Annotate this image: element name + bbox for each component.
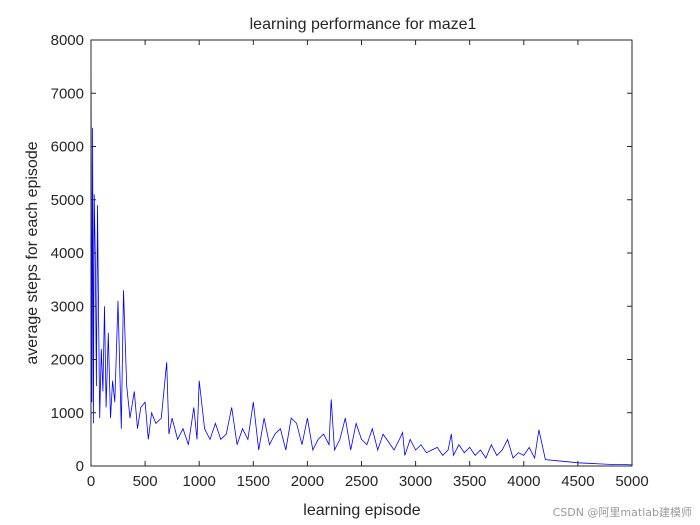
x-tick-label: 3500: [453, 473, 486, 490]
series-line-1: [90, 74, 633, 466]
y-tick-label: 3000: [51, 298, 84, 315]
y-tick-label: 6000: [51, 139, 84, 156]
x-tick-label: 3000: [399, 473, 432, 490]
x-tick-label: 2500: [345, 473, 378, 490]
series-layer: [90, 74, 633, 466]
x-tick-label: 5000: [615, 473, 648, 490]
y-tick-label: 7000: [51, 85, 84, 102]
y-tick-label: 2000: [51, 352, 84, 369]
x-axis-label: learning episode: [303, 502, 421, 519]
plot-area: [91, 40, 632, 466]
y-tick-label: 0: [76, 458, 84, 475]
x-tick-label: 0: [87, 473, 95, 490]
x-tick-label: 4500: [561, 473, 594, 490]
x-tick-label: 500: [133, 473, 158, 490]
chart-title: learning performance for maze1: [250, 16, 477, 33]
x-tick-label: 4000: [507, 473, 540, 490]
y-tick-label: 1000: [51, 405, 84, 422]
y-tick-label: 4000: [51, 245, 84, 262]
watermark-text: CSDN @阿里matlab建模师: [553, 505, 692, 519]
y-tick-label: 8000: [51, 32, 84, 49]
y-tick-label: 5000: [51, 192, 84, 209]
x-tick-label: 2000: [291, 473, 324, 490]
y-axis-label: average steps for each episode: [24, 141, 41, 364]
x-tick-label: 1500: [237, 473, 270, 490]
x-tick-label: 1000: [183, 473, 216, 490]
x-axis-ticks: 0 500 1000 1500 2000 2500 3000 3500 4000 4500 5000: [87, 40, 649, 490]
y-axis-ticks: 0 1000 2000 3000 4000 5000 6000 7000 8000: [51, 32, 632, 475]
